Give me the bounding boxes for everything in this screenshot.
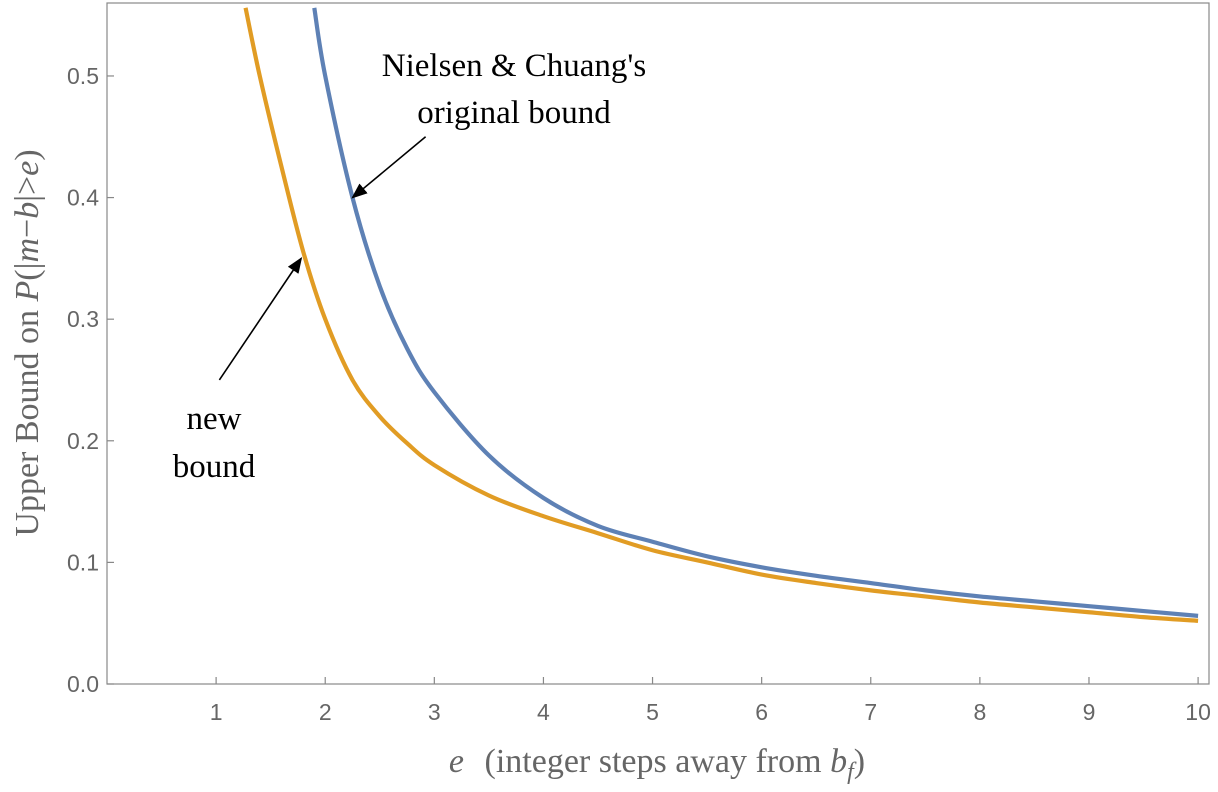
plot-frame [106, 2, 1210, 685]
y-tick-label: 0.1 [67, 549, 99, 575]
y-tick-label: 0.0 [67, 671, 99, 697]
x-tick-label: 9 [1083, 699, 1096, 725]
series-line-1 [312, 7, 1199, 618]
annotation-arrow [351, 136, 427, 199]
series-layer [243, 7, 1199, 623]
y-tick-label: 0.3 [67, 306, 99, 332]
series-line-2 [243, 7, 1199, 623]
annotation-arrow [218, 257, 303, 381]
x-tick-label: 8 [973, 699, 986, 725]
x-axis-ticks: 1 2 3 4 5 6 7 8 9 10 [210, 677, 1211, 725]
x-tick-label: 10 [1185, 699, 1211, 725]
annotation-label: original bound [417, 95, 611, 131]
x-tick-label: 7 [864, 699, 877, 725]
x-tick-label: 6 [755, 699, 768, 725]
x-tick-label: 5 [646, 699, 659, 725]
y-tick-label: 0.4 [67, 185, 99, 211]
y-axis-ticks: 0.0 0.1 0.2 0.3 0.4 0.5 [67, 63, 114, 697]
y-axis-title: Upper Bound on P(|m−b|>e) [9, 149, 46, 536]
annotation-label: Nielsen & Chuang's [382, 48, 646, 84]
annotation-label: bound [173, 449, 256, 485]
x-tick-label: 2 [319, 699, 332, 725]
x-tick-label: 4 [537, 699, 550, 725]
y-tick-label: 0.5 [67, 63, 99, 89]
annotation-layer: Nielsen & Chuang's original bound new bound [173, 48, 646, 485]
annotation-label: new [187, 401, 242, 437]
x-tick-label: 1 [210, 699, 223, 725]
x-tick-label: 3 [428, 699, 441, 725]
y-tick-label: 0.2 [67, 428, 99, 454]
x-axis-title: e (integer steps away from bf) [449, 743, 865, 785]
